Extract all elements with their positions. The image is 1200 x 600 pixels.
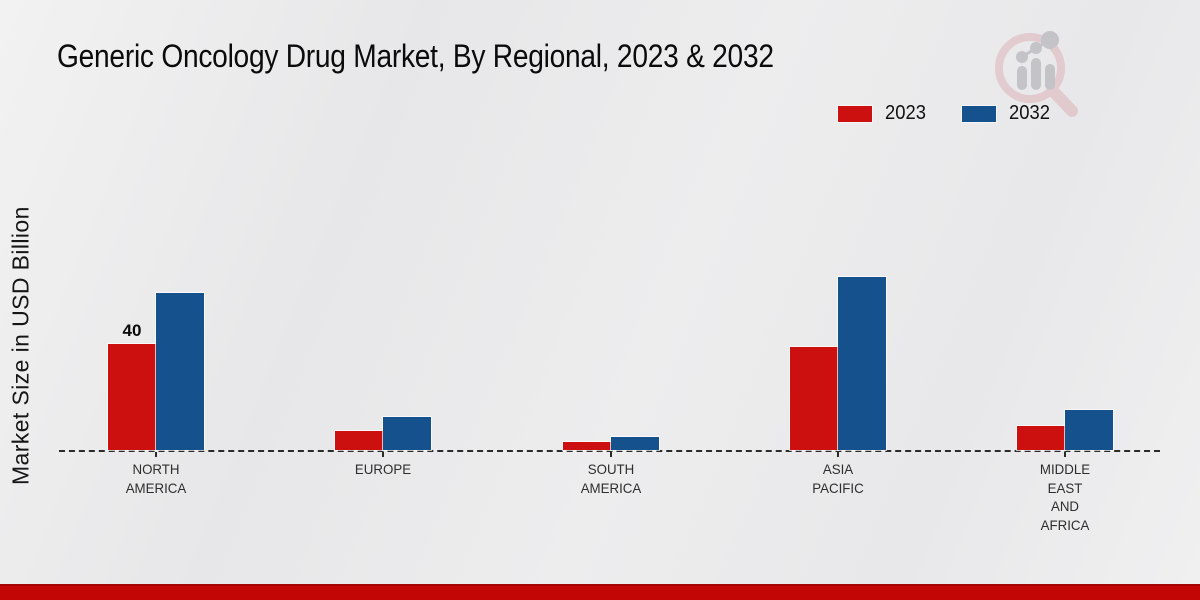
bar-2023-middle-east-and-africa: [1017, 426, 1065, 450]
bar-2023-south-america: [562, 442, 611, 450]
magnifier-chart-logo: [995, 31, 1078, 117]
legend: 2023 2032: [838, 102, 1053, 125]
bar-2032-asia-pacific: [837, 276, 886, 450]
legend-item-2023: 2023: [838, 102, 930, 125]
x-axis-baseline: [59, 450, 1160, 452]
bar-value-label-2023: 40: [122, 321, 142, 340]
legend-label-2023: 2023: [885, 102, 926, 124]
bar-2023-europe: [335, 430, 384, 450]
legend-swatch-2032: [961, 105, 996, 122]
legend-label-2032: 2032: [1008, 102, 1050, 124]
bar-2032-middle-east-and-africa: [1065, 409, 1113, 450]
category-label-europe: EUROPE: [355, 461, 412, 477]
x-axis-tick-europe: [382, 452, 385, 457]
bar-2032-north-america: [156, 292, 204, 450]
category-label-asia-pacific: ASIA PACIFIC: [811, 461, 864, 496]
legend-swatch-2023: [838, 105, 872, 122]
x-axis-tick-middle-east-and-africa: [1064, 452, 1066, 457]
category-label-north-america: NORTH AMERICA: [125, 461, 187, 496]
bar-2032-europe: [383, 417, 432, 450]
x-axis-tick-asia-pacific: [836, 452, 839, 457]
bar-2023-asia-pacific: [789, 346, 838, 450]
x-axis-tick-south-america: [609, 452, 612, 457]
bar-2023-north-america: [108, 344, 156, 450]
x-axis-tick-north-america: [155, 452, 157, 457]
footer-red-strip: [0, 584, 1200, 600]
chart-title: Generic Oncology Drug Market, By Regiona…: [57, 38, 774, 74]
category-label-south-america: SOUTH AMERICA: [580, 461, 641, 496]
legend-item-2032: 2032: [961, 102, 1054, 125]
bar-2032-south-america: [610, 437, 659, 450]
category-label-middle-east-and-africa: MIDDLE EAST AND AFRICA: [1039, 461, 1091, 533]
